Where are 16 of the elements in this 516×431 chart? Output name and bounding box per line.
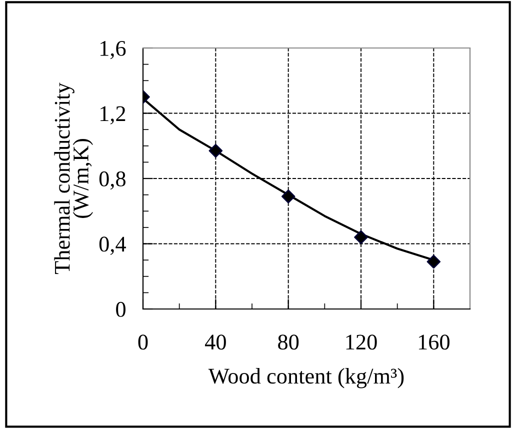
y-tick-label: 0,8 (99, 171, 126, 190)
x-tick-label: 80 (278, 334, 299, 350)
x-tick-label: 160 (418, 334, 450, 350)
y-tick-label: 0 (116, 302, 126, 317)
point (426, 254, 441, 269)
y-tick-label: 1,6 (100, 40, 126, 60)
point (281, 190, 296, 204)
x-axis-title: Wood content (kg/m³) (208, 368, 404, 388)
point (354, 230, 368, 244)
point (208, 144, 223, 158)
x-tick-label: 0 (138, 334, 148, 350)
x-tick-label: 120 (346, 334, 377, 350)
y-tick-label: 0,4 (99, 236, 126, 255)
y-axis-title: Thermal conductivity (W/m,K) (54, 82, 93, 274)
x-tick-label: 40 (204, 334, 226, 350)
y-tick-label: 1,2 (100, 106, 126, 124)
